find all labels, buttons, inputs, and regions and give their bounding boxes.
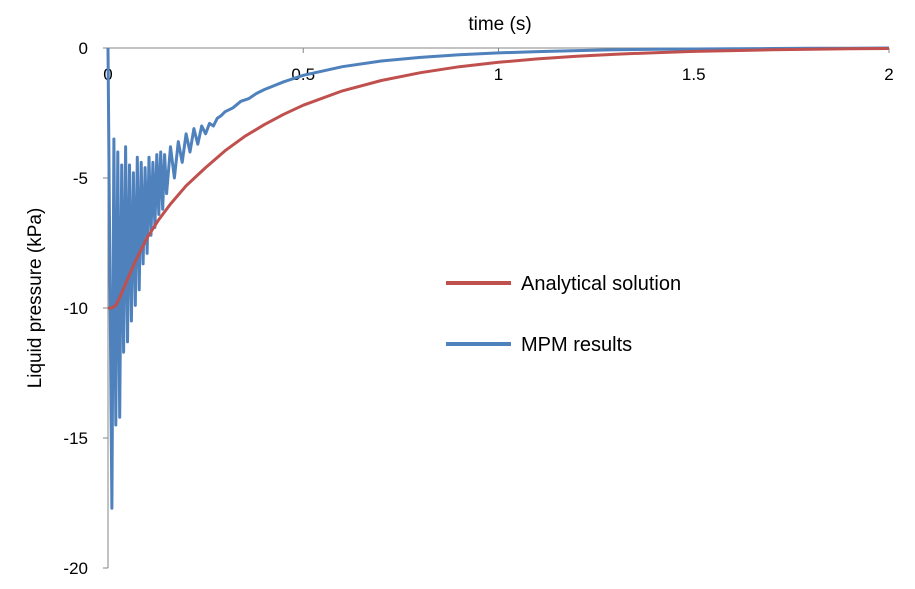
tick-marks xyxy=(103,47,890,569)
analytical-solution-line xyxy=(108,47,890,310)
x-axis-title: time (s) xyxy=(468,14,531,35)
mpm-results-line xyxy=(106,46,890,510)
tick-labels: 0 0.5 1 1.5 20-5-10-15-20 xyxy=(63,39,893,578)
y-tick-label: -5 xyxy=(73,169,88,188)
y-axis-title: Liquid pressure (kPa) xyxy=(25,208,46,389)
data-series xyxy=(106,46,890,510)
x-tick-label: 1 xyxy=(494,65,503,84)
y-tick-label: -15 xyxy=(63,429,88,448)
legend-label-mpm: MPM results xyxy=(521,334,632,356)
legend: Analytical solution MPM results xyxy=(446,273,681,356)
x-tick-label: 2 xyxy=(884,65,893,84)
x-tick-label: 1.5 xyxy=(682,65,706,84)
legend-label-analytical: Analytical solution xyxy=(521,273,681,295)
y-tick-label: 0 xyxy=(79,39,88,58)
y-tick-label: -10 xyxy=(63,299,88,318)
y-tick-label: -20 xyxy=(63,559,88,578)
